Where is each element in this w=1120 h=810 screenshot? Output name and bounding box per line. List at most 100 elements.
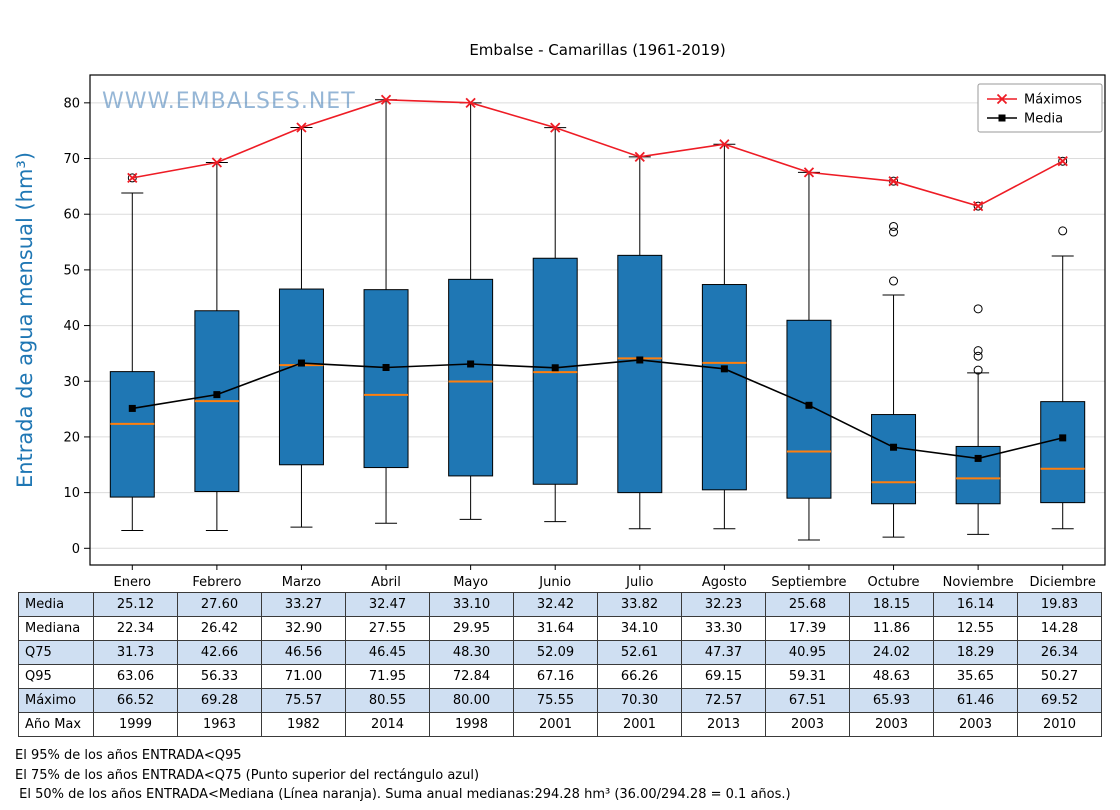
table-cell: 61.46 — [933, 688, 1018, 713]
table-row: Máximo 66.52 69.28 75.57 80.55 80.00 75.55 70.3… — [18, 688, 1102, 713]
x-marker — [972, 200, 984, 212]
legend-label-maximos: Máximos — [1024, 93, 1082, 108]
table-cell: 71.00 — [261, 664, 346, 689]
boxplot-box — [109, 371, 155, 498]
x-marker — [634, 151, 645, 162]
square-marker — [1059, 434, 1067, 442]
table-cell: 1963 — [177, 712, 262, 737]
table-cell: 2014 — [345, 712, 430, 737]
table-cell: 14.28 — [1017, 616, 1102, 641]
table-cell: 69.15 — [681, 664, 766, 689]
table-cell: 2003 — [765, 712, 850, 737]
table-cell: 33.10 — [429, 592, 514, 617]
table-cell: 71.95 — [345, 664, 430, 689]
boxplot-box — [701, 284, 747, 491]
table-cell: 56.33 — [177, 664, 262, 689]
outlier-point — [1058, 156, 1068, 166]
table-cell: 24.02 — [849, 640, 934, 665]
x-tick-label: Diciembre — [1030, 575, 1096, 590]
x-tick-label: Julio — [625, 575, 653, 590]
legend-label-media: Media — [1024, 112, 1063, 127]
table-row: Media 25.12 27.60 33.27 32.47 33.10 32.42 33.82… — [18, 592, 1102, 617]
x-marker — [719, 139, 730, 150]
y-tick-label: 10 — [63, 486, 80, 501]
table-cell: 25.68 — [765, 592, 850, 617]
outlier-point — [973, 304, 983, 314]
square-marker — [890, 443, 898, 451]
boxplot-box — [1040, 401, 1086, 504]
row-label: Q95 — [18, 664, 94, 689]
table-cell: 69.52 — [1017, 688, 1102, 713]
x-tick-label: Junio — [538, 575, 571, 590]
x-tick-label: Enero — [114, 575, 152, 590]
chart-title: Embalse - Camarillas (1961-2019) — [469, 41, 725, 59]
square-marker — [720, 365, 728, 373]
y-tick-label: 30 — [63, 375, 80, 390]
table-cell: 46.56 — [261, 640, 346, 665]
row-label: Media — [18, 592, 94, 617]
table-row: Año Max 1999 1963 1982 2014 1998 2001 2001 2013 2… — [18, 712, 1102, 737]
table-cell: 34.10 — [597, 616, 682, 641]
maximos-line — [132, 98, 1064, 207]
table-row: Q75 31.73 42.66 46.56 46.45 48.30 52.09 52.61 47… — [18, 640, 1102, 665]
footnote-q75: El 75% de los años ENTRADA<Q75 (Punto su… — [15, 767, 480, 783]
watermark: WWW.EMBALSES.NET — [102, 89, 356, 114]
outlier-point — [973, 346, 983, 356]
square-marker — [636, 356, 644, 364]
row-label: Q75 — [18, 640, 94, 665]
table-cell: 29.95 — [429, 616, 514, 641]
table-cell: 48.30 — [429, 640, 514, 665]
table-cell: 26.42 — [177, 616, 262, 641]
outlier-point — [973, 201, 983, 211]
media-line — [132, 359, 1063, 460]
table-cell: 50.27 — [1017, 664, 1102, 689]
y-tick-label: 80 — [63, 96, 80, 111]
table-cell: 66.52 — [93, 688, 178, 713]
table-cell: 31.73 — [93, 640, 178, 665]
square-marker — [382, 363, 390, 371]
boxplot-box — [871, 414, 917, 505]
y-tick-label: 60 — [63, 208, 80, 223]
x-tick-label: Marzo — [282, 575, 321, 590]
y-tick-label: 70 — [63, 152, 80, 167]
table-cell: 72.57 — [681, 688, 766, 713]
table-row: Q95 63.06 56.33 71.00 71.95 72.84 67.16 66.26 69… — [18, 664, 1102, 689]
table-cell: 25.12 — [93, 592, 178, 617]
table-cell: 2010 — [1017, 712, 1102, 737]
table-cell: 17.39 — [765, 616, 850, 641]
boxplot-box — [786, 319, 832, 499]
boxplot-box — [448, 278, 494, 477]
x-marker — [380, 94, 392, 105]
table-cell: 18.15 — [849, 592, 934, 617]
y-tick-label: 0 — [72, 542, 80, 557]
row-label: Máximo — [18, 688, 94, 713]
x-marker — [465, 97, 476, 108]
table-cell: 46.45 — [345, 640, 430, 665]
table-row: Mediana 22.34 26.42 32.90 27.55 29.95 31.64 34.… — [18, 616, 1102, 641]
x-tick-label: Agosto — [702, 575, 747, 590]
boxplot-box — [617, 254, 663, 494]
table-cell: 35.65 — [933, 664, 1018, 689]
outlier-point — [973, 365, 983, 375]
square-marker — [213, 391, 221, 399]
table-cell: 75.55 — [513, 688, 598, 713]
table-cell: 1999 — [93, 712, 178, 737]
x-marker — [803, 167, 815, 178]
x-marker — [296, 122, 307, 133]
square-marker — [297, 359, 305, 367]
x-tick-label: Noviembre — [943, 575, 1014, 590]
table-cell: 33.82 — [597, 592, 682, 617]
y-tick-label: 20 — [63, 430, 80, 445]
x-tick-label: Septiembre — [771, 575, 846, 590]
square-marker — [551, 364, 559, 372]
footnotes: El 95% de los años ENTRADA<Q95 El 75% de… — [15, 746, 1120, 805]
table-cell: 18.29 — [933, 640, 1018, 665]
table-cell: 22.34 — [93, 616, 178, 641]
table-cell: 16.14 — [933, 592, 1018, 617]
x-marker — [127, 172, 138, 184]
table-cell: 27.60 — [177, 592, 262, 617]
table-cell: 69.28 — [177, 688, 262, 713]
x-tick-label: Abril — [371, 575, 401, 590]
table-cell: 12.55 — [933, 616, 1018, 641]
y-axis-label: Entrada de agua mensual (hm³) — [13, 152, 37, 488]
